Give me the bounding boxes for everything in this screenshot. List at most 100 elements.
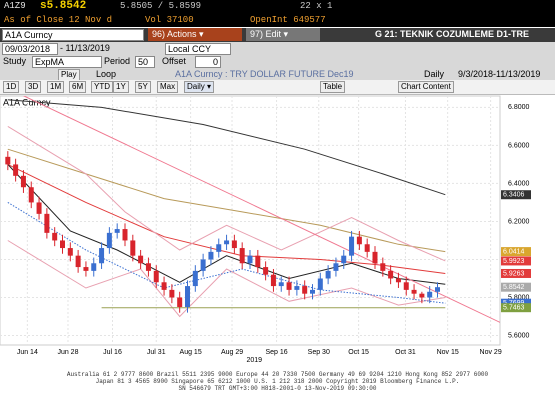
period-button[interactable]: Max [157, 81, 179, 93]
table-button[interactable]: Table [320, 81, 346, 93]
period-button[interactable]: 1Y [113, 81, 129, 93]
price-label-box [501, 247, 531, 257]
chart-toolbar: Daily ▾ Table Chart Content 1D 3D 1M 6M YTD 1… [0, 80, 555, 95]
period-button[interactable]: YTD [91, 81, 113, 93]
indicator-line [7, 125, 446, 262]
info-row: As of Close 12 Nov d Vol 37100 OpenInt 6… [0, 14, 555, 27]
x-tick-label: Aug 29 [221, 349, 243, 356]
candle-body [130, 240, 136, 256]
candle-body [185, 286, 190, 307]
x-tick-label: Nov 29 [480, 349, 502, 356]
start-date[interactable]: 09/03/2018 [2, 43, 58, 55]
footer-line: SN 546679 TRT GMT+3:00 H818-2001-0 13-No… [178, 385, 377, 392]
candle-body [349, 236, 355, 256]
candle-body [255, 255, 261, 268]
period-select[interactable]: Daily ▾ [184, 81, 215, 93]
candle-body [333, 263, 339, 271]
candle-body [192, 270, 198, 287]
x-tick-label: Jun 14 [17, 349, 38, 356]
candle-body [20, 175, 26, 188]
price-label-box [501, 268, 531, 278]
y-tick-label: 6.4000 [508, 180, 530, 187]
indicator-line [7, 240, 446, 318]
quote-row: A1Z9 s5.8542 5.8505 / 5.8599 22 x 1 [0, 0, 555, 14]
period[interactable]: 50 [135, 56, 155, 68]
chart: A1A Curncy 5.60005.80006.00006.20006.400… [0, 95, 531, 364]
candle-body [153, 270, 159, 283]
footer-line: Australia 61 2 9777 8600 Brazil 5511 239… [66, 371, 489, 378]
period-label: Period [104, 56, 131, 66]
candle-body [200, 259, 206, 271]
candle-body [403, 282, 409, 290]
edit-menu[interactable]: 97) Edit ▾ [246, 28, 320, 41]
period-button[interactable]: 5Y [135, 81, 151, 93]
candle-body [138, 255, 144, 264]
period-button[interactable]: 6M [69, 81, 87, 93]
candle-body [302, 286, 308, 294]
x-tick-label: Oct 15 [348, 349, 369, 356]
y-tick-label: 6.6000 [508, 142, 530, 149]
x-tick-label: Aug 15 [180, 349, 202, 356]
candle-body [372, 251, 378, 264]
period-button[interactable]: 1M [47, 81, 65, 93]
offset[interactable]: 0 [195, 56, 221, 68]
y-tick-label: 6.8000 [508, 104, 530, 111]
candle-body [380, 263, 386, 271]
indicator-line [7, 99, 446, 196]
as-of: As of Close 12 Nov d [4, 15, 113, 25]
candle-body [145, 263, 151, 271]
y-tick-label: 6.2000 [508, 218, 530, 225]
open-interest: OpenInt 649577 [250, 15, 326, 25]
candle-body [161, 282, 167, 290]
candle-body [36, 202, 42, 214]
study[interactable]: ExpMA [32, 56, 102, 68]
actions-menu[interactable]: 96) Actions ▾ [148, 28, 242, 41]
x-tick-label: Jun 28 [57, 349, 78, 356]
candle-body [75, 255, 81, 268]
price-label: 5.9263 [503, 270, 525, 277]
candle-body [388, 270, 394, 279]
price-label-box [501, 190, 531, 200]
candle-body [169, 289, 175, 298]
end-date[interactable]: - 11/13/2019 [60, 43, 110, 53]
x-tick-label: Jul 31 [147, 349, 166, 356]
period-button[interactable]: 1D [3, 81, 20, 93]
candle-body [247, 255, 253, 264]
price-label: 5.7463 [503, 305, 525, 312]
date-row: 09/03/2018 - 11/13/2019 Local CCY [0, 42, 555, 55]
candle-body [67, 248, 73, 256]
loop[interactable]: Loop [96, 69, 117, 79]
candle-body [294, 286, 300, 290]
security-input[interactable]: A1A Curncy [2, 29, 144, 41]
currency[interactable]: Local CCY [165, 43, 231, 55]
chart-content[interactable]: Chart Content [398, 81, 454, 93]
candle-body [364, 244, 370, 252]
bid-ask: 5.8505 / 5.8599 [120, 1, 202, 11]
chart-name: A1A Curncy : TRY DOLLAR FUTURE Dec19 [175, 69, 354, 79]
candle-body [419, 293, 425, 298]
candle-body [114, 229, 120, 233]
period-button[interactable]: 3D [25, 81, 42, 93]
candle-body [5, 156, 11, 165]
x-tick-label: Nov 15 [437, 349, 459, 356]
candle-body [216, 244, 222, 252]
x-tick-label: Sep 16 [265, 349, 287, 356]
price-label: 5.8542 [503, 284, 525, 291]
candle-body [224, 240, 230, 245]
price-label: 6.3406 [503, 192, 525, 199]
price-label-box [501, 282, 531, 292]
indicator-line [7, 201, 446, 304]
candle-body [239, 248, 245, 264]
range: 9/3/2018-11/13/2019 [458, 69, 541, 79]
command-row: A1A Curncy 96) Actions ▾ 97) Edit ▾ G 21… [0, 28, 555, 42]
candle-body [356, 236, 362, 245]
ticker: A1Z9 [4, 1, 26, 11]
candle-body [60, 240, 65, 249]
candle-body [122, 229, 128, 241]
volume: Vol 37100 [145, 15, 194, 25]
x-tick-label: Oct 31 [395, 349, 416, 356]
study-row: Study ExpMA Period 50 Offset 0 [0, 55, 555, 68]
candle-body [317, 278, 323, 290]
candle-body [263, 267, 269, 275]
